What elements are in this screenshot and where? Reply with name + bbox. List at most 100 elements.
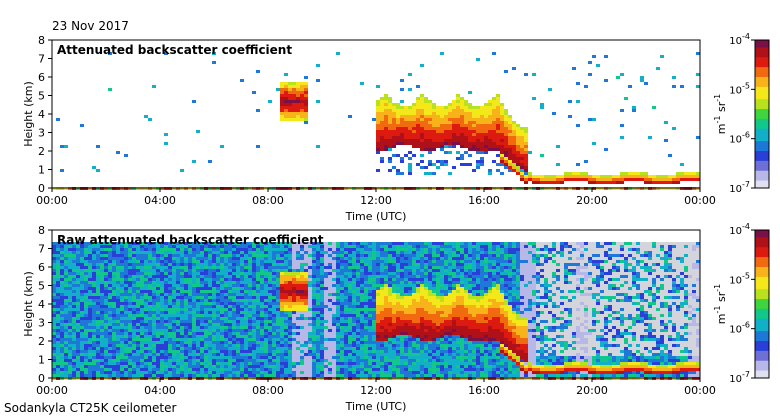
data-cell: [492, 160, 496, 163]
data-cell: [440, 139, 444, 142]
data-cell: [256, 338, 260, 341]
data-cell: [100, 248, 104, 251]
data-cell: [316, 341, 320, 344]
data-cell: [60, 290, 64, 293]
data-cell: [320, 311, 324, 314]
data-cell: [116, 326, 120, 329]
data-cell: [300, 356, 304, 359]
data-cell: [160, 338, 164, 341]
data-cell: [308, 359, 312, 362]
data-cell: [340, 248, 344, 251]
data-cell: [120, 362, 124, 365]
data-cell: [208, 245, 212, 248]
data-cell: [232, 374, 236, 377]
data-cell: [112, 314, 116, 317]
data-cell: [292, 275, 296, 278]
data-cell: [240, 275, 244, 278]
data-cell: [252, 290, 256, 293]
data-cell: [324, 353, 328, 356]
data-cell: [228, 320, 232, 323]
data-cell: [296, 263, 300, 266]
data-cell: [692, 178, 696, 181]
data-cell: [200, 353, 204, 356]
data-cell: [204, 338, 208, 341]
data-cell: [468, 121, 472, 124]
data-cell: [352, 305, 356, 308]
data-cell: [72, 320, 76, 323]
data-cell: [172, 263, 176, 266]
data-cell: [588, 118, 592, 121]
data-cell: [180, 326, 184, 329]
data-cell: [228, 278, 232, 281]
data-cell: [432, 172, 436, 175]
data-cell: [320, 293, 324, 296]
data-cell: [320, 257, 324, 260]
data-cell: [68, 362, 72, 365]
data-cell: [188, 338, 192, 341]
data-cell: [148, 350, 152, 353]
data-cell: [208, 320, 212, 323]
data-cell: [296, 281, 300, 284]
data-cell: [492, 130, 496, 133]
data-cell: [76, 293, 80, 296]
data-cell: [272, 344, 276, 347]
data-cell: [324, 359, 328, 362]
data-cell: [276, 359, 280, 362]
data-cell: [356, 320, 360, 323]
data-cell: [92, 251, 96, 254]
data-cell: [472, 118, 476, 121]
data-cell: [260, 320, 264, 323]
data-cell: [232, 359, 236, 362]
data-cell: [220, 145, 224, 148]
data-cell: [336, 323, 340, 326]
data-cell: [244, 350, 248, 353]
data-cell: [248, 335, 252, 338]
data-cell: [124, 329, 128, 332]
data-cell: [428, 148, 432, 151]
data-cell: [76, 323, 80, 326]
data-cell: [344, 299, 348, 302]
data-cell: [228, 269, 232, 272]
data-cell: [296, 338, 300, 341]
data-cell: [264, 272, 268, 275]
data-cell: [368, 296, 372, 299]
data-cell: [316, 290, 320, 293]
data-cell: [328, 338, 332, 341]
data-cell: [228, 344, 232, 347]
data-cell: [132, 359, 136, 362]
data-cell: [240, 356, 244, 359]
data-cell: [148, 242, 152, 245]
data-cell: [352, 293, 356, 296]
data-cell: [348, 266, 352, 269]
colorbar-band: [755, 128, 769, 132]
data-cell: [76, 338, 80, 341]
data-cell: [236, 317, 240, 320]
data-cell: [52, 248, 56, 251]
data-cell: [412, 121, 416, 124]
data-cell: [292, 85, 296, 88]
data-cell: [72, 254, 76, 257]
data-cell: [292, 335, 296, 338]
data-cell: [252, 314, 256, 317]
data-cell: [296, 323, 300, 326]
data-cell: [104, 329, 108, 332]
data-cell: [84, 257, 88, 260]
data-cell: [340, 299, 344, 302]
data-cell: [120, 317, 124, 320]
data-cell: [432, 139, 436, 142]
data-cell: [436, 142, 440, 145]
data-cell: [56, 353, 60, 356]
data-cell: [328, 314, 332, 317]
data-cell: [420, 121, 424, 124]
data-cell: [332, 254, 336, 257]
data-cell: [628, 178, 632, 181]
data-cell: [356, 359, 360, 362]
data-cell: [428, 139, 432, 142]
data-cell: [172, 323, 176, 326]
data-cell: [80, 281, 84, 284]
data-cell: [196, 257, 200, 260]
data-cell: [460, 121, 464, 124]
data-cell: [204, 287, 208, 290]
data-cell: [204, 260, 208, 263]
data-cell: [100, 374, 104, 377]
